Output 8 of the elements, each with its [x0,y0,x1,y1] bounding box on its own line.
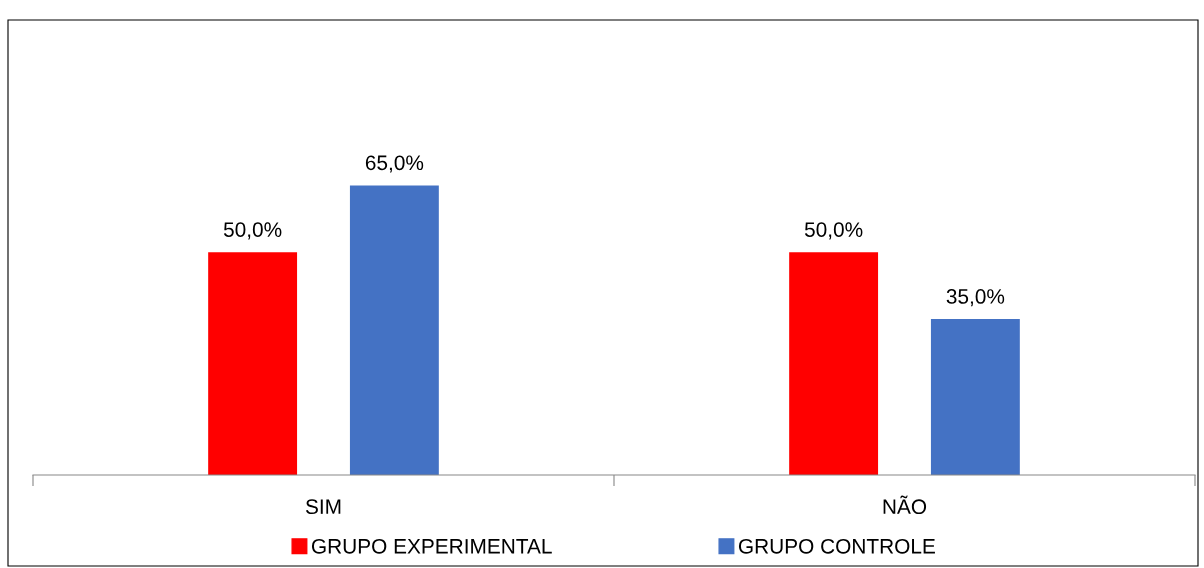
x-tick-label: NÃO [883,495,927,515]
data-label: 65,0% [365,155,424,173]
data-label: 35,0% [946,289,1005,307]
data-label: 50,0% [223,222,282,240]
legend-label: GRUPO EXPERIMENTAL [311,538,552,554]
x-tick-label: SIM [305,499,341,515]
data-label: 50,0% [804,222,863,240]
legend-label: GRUPO CONTROLE [738,538,935,554]
